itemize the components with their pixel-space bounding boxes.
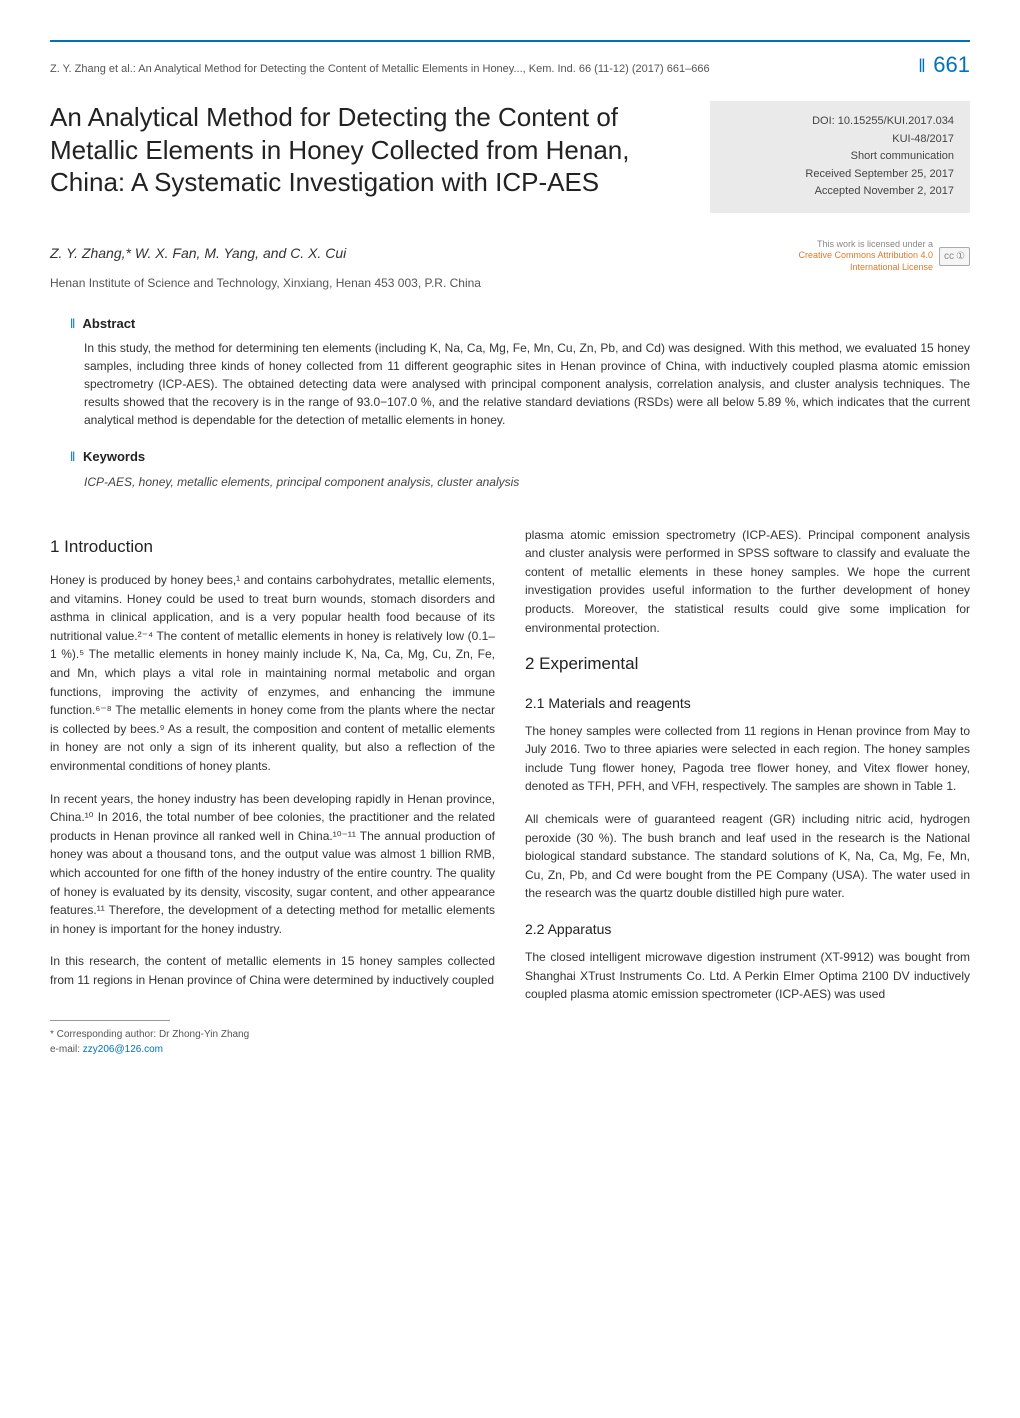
apparatus-p1: The closed intelligent microwave digesti… <box>525 948 970 1004</box>
right-column: plasma atomic emission spectrometry (ICP… <box>525 526 970 1057</box>
keywords-heading-text: Keywords <box>83 449 145 464</box>
materials-p1: The honey samples were collected from 11… <box>525 722 970 796</box>
accepted-date: Accepted November 2, 2017 <box>726 183 954 201</box>
keywords-block: ‖ Keywords ICP-AES, honey, metallic elem… <box>70 447 970 491</box>
keywords-marker-icon: ‖ <box>70 449 75 464</box>
cc-badge-icon: cc ① <box>939 247 970 266</box>
kui-id: KUI-48/2017 <box>726 131 954 149</box>
page-number-block: ‖ 661 <box>914 48 970 81</box>
intro-p2: In recent years, the honey industry has … <box>50 790 495 939</box>
experimental-heading: 2 Experimental <box>525 651 970 677</box>
left-column: 1 Introduction Honey is produced by hone… <box>50 526 495 1057</box>
doi: DOI: 10.15255/KUI.2017.034 <box>726 113 954 131</box>
title-left: An Analytical Method for Detecting the C… <box>50 101 690 214</box>
page-number-separator: ‖ <box>918 56 925 76</box>
footnote-email-line: e-mail: zzy206@126.com <box>50 1042 495 1057</box>
affiliation: Henan Institute of Science and Technolog… <box>50 274 970 292</box>
license-block: This work is licensed under a Creative C… <box>798 239 970 274</box>
footnote-email-label: e-mail: <box>50 1044 83 1055</box>
license-line2: Creative Commons Attribution 4.0 <box>798 250 933 262</box>
footnote-email-link[interactable]: zzy206@126.com <box>83 1044 163 1055</box>
intro-p3-cont: plasma atomic emission spectrometry (ICP… <box>525 526 970 638</box>
keywords-heading: ‖ Keywords <box>70 447 970 467</box>
license-line3: International License <box>798 262 933 274</box>
footnote-separator <box>50 1020 170 1021</box>
intro-p3: In this research, the content of metalli… <box>50 952 495 989</box>
by-symbol: ① <box>956 249 965 264</box>
abstract-text: In this study, the method for determinin… <box>70 339 970 429</box>
article-title: An Analytical Method for Detecting the C… <box>50 101 690 199</box>
license-text: This work is licensed under a Creative C… <box>798 239 933 274</box>
abstract-heading-text: Abstract <box>83 316 136 331</box>
abstract-block: ‖ Abstract In this study, the method for… <box>70 314 970 430</box>
authors-line: Z. Y. Zhang,* W. X. Fan, M. Yang, and C.… <box>50 243 346 264</box>
authors-row: Z. Y. Zhang,* W. X. Fan, M. Yang, and C.… <box>50 239 970 274</box>
title-block: An Analytical Method for Detecting the C… <box>50 101 970 214</box>
abstract-heading: ‖ Abstract <box>70 314 970 334</box>
materials-p2: All chemicals were of guaranteed reagent… <box>525 810 970 903</box>
footnote-block: * Corresponding author: Dr Zhong-Yin Zha… <box>50 1027 495 1057</box>
running-header-text: Z. Y. Zhang et al.: An Analytical Method… <box>50 61 710 78</box>
license-line1: This work is licensed under a <box>798 239 933 251</box>
abstract-marker-icon: ‖ <box>70 316 75 331</box>
footnote-corresponding: * Corresponding author: Dr Zhong-Yin Zha… <box>50 1027 495 1042</box>
article-type: Short communication <box>726 148 954 166</box>
keywords-text: ICP-AES, honey, metallic elements, princ… <box>70 473 970 491</box>
page-number: 661 <box>933 52 970 77</box>
materials-heading: 2.1 Materials and reagents <box>525 693 970 714</box>
intro-heading: 1 Introduction <box>50 534 495 560</box>
received-date: Received September 25, 2017 <box>726 166 954 184</box>
two-column-body: 1 Introduction Honey is produced by hone… <box>50 526 970 1057</box>
article-metadata-box: DOI: 10.15255/KUI.2017.034 KUI-48/2017 S… <box>710 101 970 213</box>
intro-p1: Honey is produced by honey bees,¹ and co… <box>50 571 495 776</box>
cc-symbol: cc <box>944 249 954 264</box>
apparatus-heading: 2.2 Apparatus <box>525 919 970 940</box>
running-header-row: Z. Y. Zhang et al.: An Analytical Method… <box>50 40 970 81</box>
